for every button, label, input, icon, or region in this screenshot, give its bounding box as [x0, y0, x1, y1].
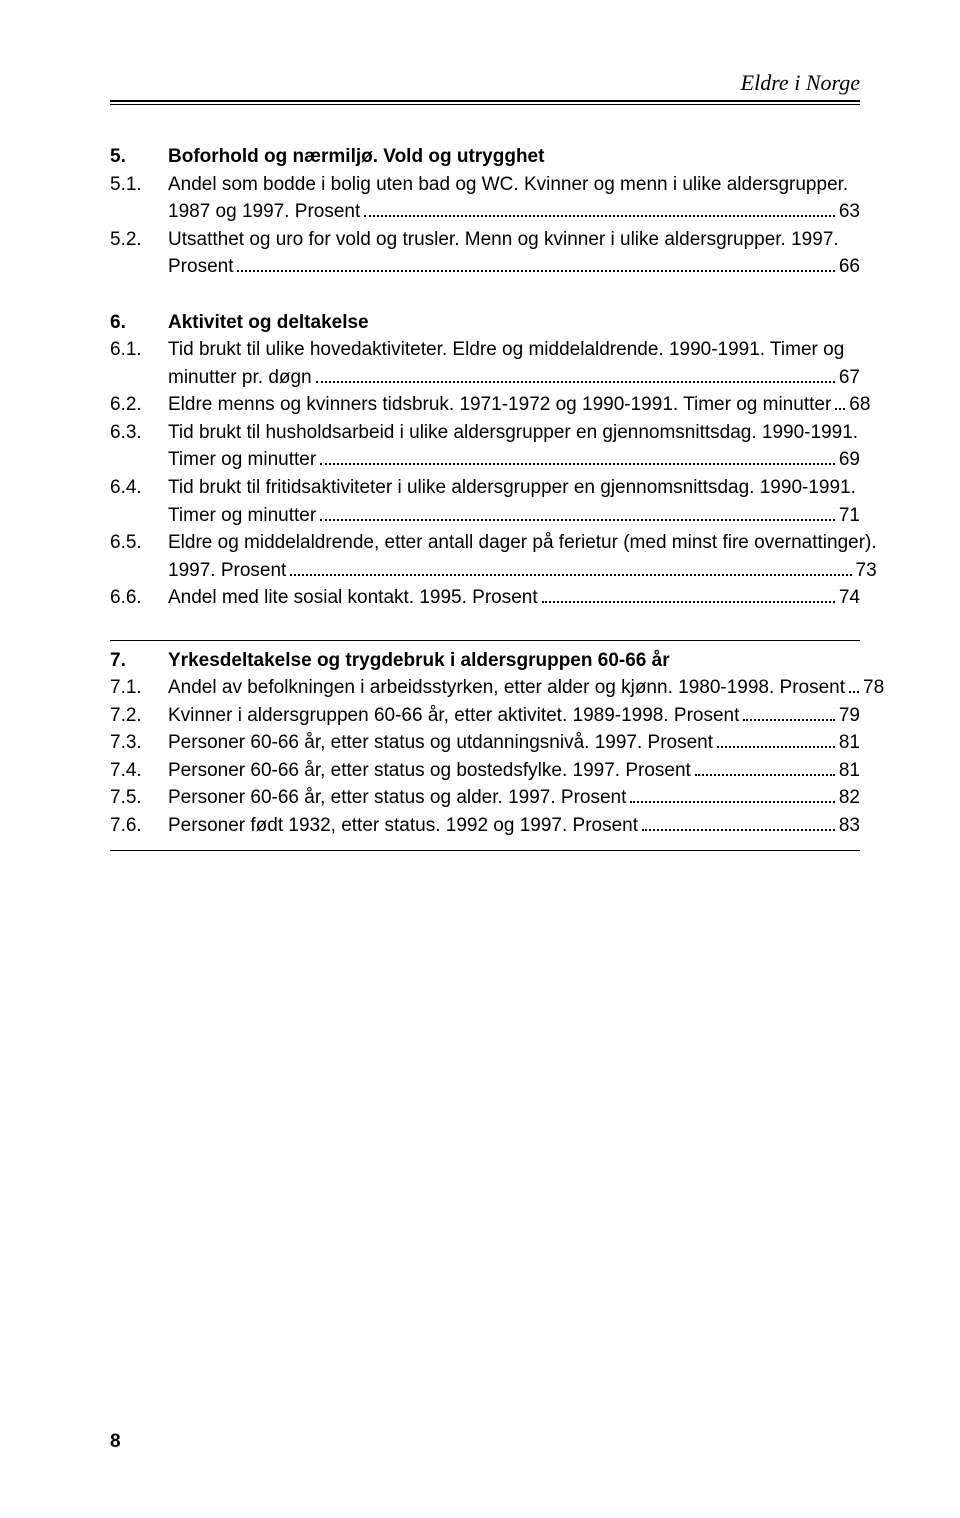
entry-text: Timer og minutter	[168, 446, 316, 474]
entry-number: 6.6.	[110, 584, 168, 612]
entry-number: 6.5.	[110, 529, 168, 557]
entry-number: 6.3.	[110, 419, 168, 447]
entry-text: Andel som bodde i bolig uten bad og WC. …	[168, 171, 848, 199]
entry-page: 69	[839, 446, 860, 474]
section-divider	[110, 640, 860, 641]
entry-number: 6.2.	[110, 391, 168, 419]
entry-number: 7.2.	[110, 702, 168, 730]
entry-text: Utsatthet og uro for vold og trusler. Me…	[168, 226, 839, 254]
entry-text: Personer 60-66 år, etter status og utdan…	[168, 729, 713, 757]
toc-entry: 6.2.Eldre menns og kvinners tidsbruk. 19…	[110, 391, 860, 419]
entry-page: 63	[839, 198, 860, 226]
section-title: Yrkesdeltakelse og trygdebruk i aldersgr…	[168, 647, 670, 675]
entry-text: Personer født 1932, etter status. 1992 o…	[168, 812, 638, 840]
dot-leader	[290, 574, 851, 576]
section-heading: 7.Yrkesdeltakelse og trygdebruk i alders…	[110, 647, 860, 675]
page-number: 8	[110, 1431, 121, 1453]
toc-entry: 7.1.Andel av befolkningen i arbeidsstyrk…	[110, 674, 860, 702]
entry-page: 81	[839, 729, 860, 757]
section-title: Aktivitet og deltakelse	[168, 309, 369, 337]
entry-text: Tid brukt til fritidsaktiviteter i ulike…	[168, 474, 856, 502]
dot-leader	[237, 270, 834, 272]
section-number: 5.	[110, 143, 168, 171]
toc-entry: 6.3.Tid brukt til husholdsarbeid i ulike…	[110, 419, 860, 474]
header-rule-thin	[110, 104, 860, 105]
entry-number: 6.1.	[110, 336, 168, 364]
dot-leader	[743, 719, 834, 721]
dot-leader	[695, 774, 835, 776]
toc-entry: 6.4.Tid brukt til fritidsaktiviteter i u…	[110, 474, 860, 529]
dot-leader	[642, 829, 835, 831]
section-heading: 6.Aktivitet og deltakelse	[110, 309, 860, 337]
entry-number: 7.5.	[110, 784, 168, 812]
entry-text: Prosent	[168, 253, 233, 281]
running-header: Eldre i Norge	[110, 70, 860, 96]
entry-page: 71	[839, 502, 860, 530]
toc-entry: 6.5.Eldre og middelaldrende, etter antal…	[110, 529, 860, 584]
header-rule-thick	[110, 100, 860, 102]
dot-leader	[717, 746, 835, 748]
section-heading: 5.Boforhold og nærmiljø. Vold og utryggh…	[110, 143, 860, 171]
entry-number: 7.6.	[110, 812, 168, 840]
entry-page: 79	[839, 702, 860, 730]
table-of-contents: 5.Boforhold og nærmiljø. Vold og utryggh…	[110, 143, 860, 851]
entry-number: 5.1.	[110, 171, 168, 199]
entry-number: 7.4.	[110, 757, 168, 785]
entry-text: Andel med lite sosial kontakt. 1995. Pro…	[168, 584, 538, 612]
entry-page: 67	[839, 364, 860, 392]
toc-entry: 7.4.Personer 60-66 år, etter status og b…	[110, 757, 860, 785]
entry-page: 78	[863, 674, 884, 702]
entry-text: Eldre og middelaldrende, etter antall da…	[168, 529, 877, 557]
section-number: 6.	[110, 309, 168, 337]
entry-text: Personer 60-66 år, etter status og alder…	[168, 784, 626, 812]
entry-text: Timer og minutter	[168, 502, 316, 530]
toc-entry: 5.2.Utsatthet og uro for vold og trusler…	[110, 226, 860, 281]
dot-leader	[320, 463, 835, 465]
toc-section: 5.Boforhold og nærmiljø. Vold og utryggh…	[110, 143, 860, 281]
toc-entry: 7.5.Personer 60-66 år, etter status og a…	[110, 784, 860, 812]
dot-leader	[835, 408, 845, 410]
dot-leader	[364, 215, 835, 217]
entry-page: 74	[839, 584, 860, 612]
entry-text: Personer 60-66 år, etter status og boste…	[168, 757, 691, 785]
toc-entry: 6.1.Tid brukt til ulike hovedaktiviteter…	[110, 336, 860, 391]
toc-entry: 7.2.Kvinner i aldersgruppen 60-66 år, et…	[110, 702, 860, 730]
dot-leader	[542, 601, 835, 603]
entry-text: Kvinner i aldersgruppen 60-66 år, etter …	[168, 702, 739, 730]
entry-text: Eldre menns og kvinners tidsbruk. 1971-1…	[168, 391, 831, 419]
entry-page: 73	[856, 557, 877, 585]
section-title: Boforhold og nærmiljø. Vold og utrygghet	[168, 143, 544, 171]
entry-page: 68	[849, 391, 870, 419]
toc-entry: 5.1.Andel som bodde i bolig uten bad og …	[110, 171, 860, 226]
dot-leader	[630, 801, 834, 803]
toc-section: 7.Yrkesdeltakelse og trygdebruk i alders…	[110, 640, 860, 851]
entry-number: 5.2.	[110, 226, 168, 254]
entry-page: 83	[839, 812, 860, 840]
entry-text: 1997. Prosent	[168, 557, 286, 585]
entry-number: 7.1.	[110, 674, 168, 702]
dot-leader	[316, 381, 835, 383]
dot-leader	[320, 519, 835, 521]
section-divider	[110, 850, 860, 851]
entry-number: 7.3.	[110, 729, 168, 757]
entry-page: 82	[839, 784, 860, 812]
entry-text: 1987 og 1997. Prosent	[168, 198, 360, 226]
section-number: 7.	[110, 647, 168, 675]
toc-entry: 7.6.Personer født 1932, etter status. 19…	[110, 812, 860, 840]
dot-leader	[849, 691, 859, 693]
entry-page: 66	[839, 253, 860, 281]
toc-entry: 7.3.Personer 60-66 år, etter status og u…	[110, 729, 860, 757]
entry-text: Andel av befolkningen i arbeidsstyrken, …	[168, 674, 845, 702]
toc-entry: 6.6.Andel med lite sosial kontakt. 1995.…	[110, 584, 860, 612]
entry-text: Tid brukt til ulike hovedaktiviteter. El…	[168, 336, 844, 364]
entry-text: minutter pr. døgn	[168, 364, 312, 392]
toc-section: 6.Aktivitet og deltakelse6.1.Tid brukt t…	[110, 309, 860, 612]
entry-text: Tid brukt til husholdsarbeid i ulike ald…	[168, 419, 858, 447]
entry-number: 6.4.	[110, 474, 168, 502]
entry-page: 81	[839, 757, 860, 785]
